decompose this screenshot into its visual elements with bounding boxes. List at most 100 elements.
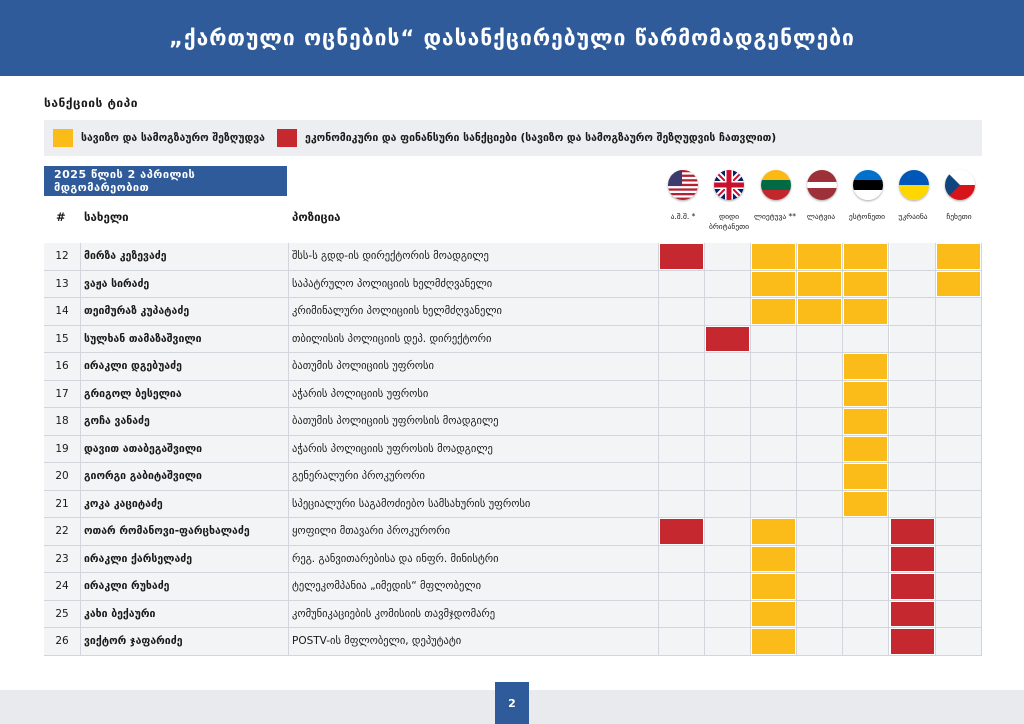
legend-swatch-yellow (53, 129, 73, 147)
row-number: 18 (44, 408, 81, 435)
sanction-mark-yellow (752, 299, 796, 324)
sanction-cell-empty-ukraine (889, 435, 936, 462)
sanction-cell-empty-latvia (797, 628, 844, 655)
sanction-cell-empty-latvia (797, 435, 844, 462)
sanction-cell-financial-usa (659, 518, 706, 545)
table-row: 20 გიორგი გაბიტაშვილი გენერალური პროკურორი (44, 463, 982, 491)
sanction-cell-empty-usa (659, 325, 706, 352)
sanction-mark-red (890, 601, 934, 626)
sanction-cell-empty-uk (705, 600, 752, 627)
sanction-cell-travel-ban-latvia (797, 243, 844, 270)
sanction-cell-empty-latvia (797, 490, 844, 517)
legend-label: სავიზო და სამოგზაურო შეზღუდვა (81, 132, 266, 144)
sanction-cell-travel-ban-lithuania (751, 600, 798, 627)
sanction-cell-empty-czechia (935, 573, 982, 600)
sanction-cell-empty-uk (705, 243, 752, 270)
country-label-lithuania: ლიეტუვა ** (753, 212, 797, 221)
sanction-cell-empty-usa (659, 545, 706, 572)
sanction-cell-empty-ukraine (889, 463, 936, 490)
row-background (44, 380, 659, 407)
sanction-cell-empty-lithuania (751, 380, 798, 407)
latvia-flag-icon (807, 170, 837, 200)
date-banner: 2025 წლის 2 აპრილის მდგომარეობით (44, 166, 287, 196)
person-position: რეგ. განვითარებისა და ინფრ. მინისტრი (289, 545, 659, 572)
sanction-cell-travel-ban-estonia (843, 353, 890, 380)
sanction-cell-empty-czechia (935, 408, 982, 435)
sanction-mark-yellow (936, 244, 980, 269)
row-number: 16 (44, 353, 81, 380)
sanction-mark-red (890, 519, 934, 544)
sanction-cell-empty-lithuania (751, 490, 798, 517)
table-row: 23 ირაკლი ქარსელაძე რეგ. განვითარებისა და … (44, 545, 982, 573)
row-number: 17 (44, 380, 81, 407)
sanction-cell-empty-czechia (935, 545, 982, 572)
sanction-cell-empty-ukraine (889, 353, 936, 380)
row-background (44, 353, 659, 380)
sanction-cell-travel-ban-czechia (936, 270, 982, 297)
sanction-cell-empty-ukraine (889, 298, 936, 325)
row-background (44, 463, 659, 490)
sanction-cell-empty-usa (659, 463, 706, 490)
row-number: 21 (44, 490, 81, 517)
sanction-cell-empty-usa (659, 573, 706, 600)
sanction-cell-empty-estonia (843, 325, 890, 352)
sanction-mark-red (890, 574, 934, 599)
sanction-mark-yellow (798, 271, 842, 296)
table-row: 14 თეიმურაზ კუპატაძე კრიმინალური პოლიციის … (44, 298, 982, 326)
sanction-cell-travel-ban-estonia (843, 270, 890, 297)
column-header-number: # (56, 210, 66, 224)
sanction-mark-red (890, 629, 934, 654)
sanction-cell-travel-ban-estonia (843, 243, 890, 270)
sanction-cell-financial-ukraine (890, 600, 936, 627)
sanction-cell-empty-uk (705, 518, 752, 545)
person-position: ტელეკომპანია „იმედის“ მფლობელი (289, 573, 659, 600)
person-name: ირაკლი დგებუაძე (81, 353, 289, 380)
country-label-ukraine: უკრაინა (898, 212, 928, 221)
sanction-cell-empty-ukraine (889, 325, 936, 352)
sanction-cell-travel-ban-lithuania (751, 270, 798, 297)
row-number: 15 (44, 325, 81, 352)
person-position: გენერალური პროკურორი (289, 463, 659, 490)
sanction-mark-yellow (752, 601, 796, 626)
person-position: ბათუმის პოლიციის უფროსი (289, 353, 659, 380)
person-name: ირაკლი ქარსელაძე (81, 545, 289, 572)
sanction-mark-yellow (844, 409, 888, 434)
legend-item-financial: ეკონომიკური და ფინანსური სანქციები (სავი… (277, 129, 776, 147)
sanction-cell-empty-uk (705, 545, 752, 572)
person-name: სულხან თამაზაშვილი (81, 325, 289, 352)
sanction-mark-yellow (752, 519, 796, 544)
person-name: გიორგი გაბიტაშვილი (81, 463, 289, 490)
page-title: „ქართული ოცნების“ დასანქცირებული წარმომა… (169, 26, 855, 50)
sanction-cell-empty-czechia (935, 518, 982, 545)
sanction-cell-travel-ban-latvia (797, 298, 844, 325)
sanction-mark-yellow (752, 271, 796, 296)
sanction-cell-empty-czechia (935, 353, 982, 380)
sanction-cell-empty-lithuania (751, 408, 798, 435)
lithuania-flag-icon (761, 170, 791, 200)
table-row: 18 გოჩა ვანაძე ბათუმის პოლიციის უფროსის მო… (44, 408, 982, 436)
sanction-mark-yellow (798, 244, 842, 269)
sanction-cell-empty-usa (659, 298, 706, 325)
sanction-cell-financial-ukraine (890, 518, 936, 545)
row-background (44, 298, 659, 325)
sanction-mark-red (890, 546, 934, 571)
person-name: დავით ათაბეგაშვილი (81, 435, 289, 462)
czechia-flag-icon (945, 170, 975, 200)
person-position: კომუნიკაციების კომისიის თავმჯდომარე (289, 600, 659, 627)
sanction-cell-empty-latvia (797, 573, 844, 600)
sanction-cell-empty-uk (705, 408, 752, 435)
ukraine-flag-icon (899, 170, 929, 200)
sanction-mark-yellow (752, 546, 796, 571)
row-background (44, 490, 659, 517)
sanction-mark-red (706, 326, 750, 351)
sanction-cell-empty-czechia (935, 298, 982, 325)
sanction-cell-empty-usa (659, 270, 706, 297)
row-number: 12 (44, 243, 81, 270)
sanction-cell-empty-uk (705, 435, 752, 462)
table-row: 21 კოკა კაციტაძე სპეციალური საგამოძიებო სა… (44, 490, 982, 518)
row-background (44, 600, 659, 627)
person-name: ვაჟა სირაძე (81, 270, 289, 297)
sanction-cell-empty-czechia (935, 380, 982, 407)
sanction-cell-empty-uk (705, 573, 752, 600)
sanction-mark-yellow (844, 464, 888, 489)
